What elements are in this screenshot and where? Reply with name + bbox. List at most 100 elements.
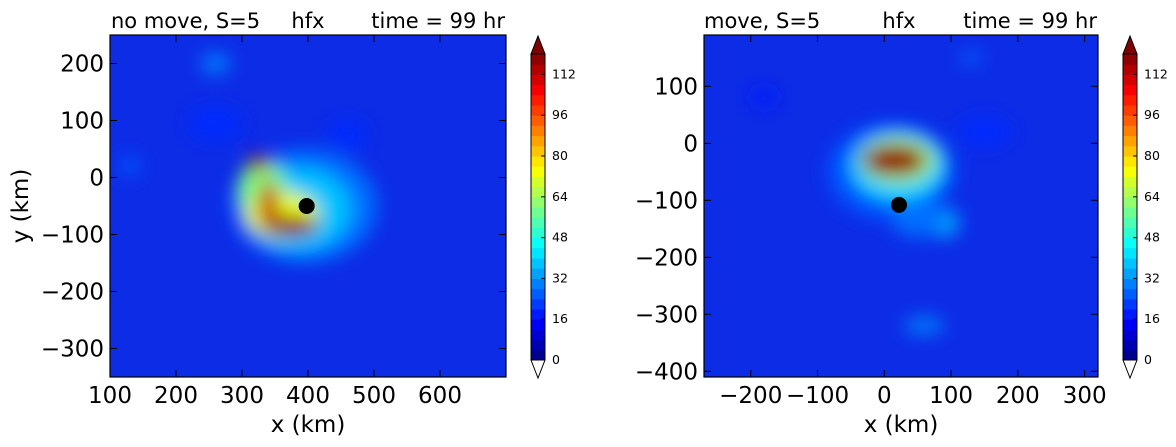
colorbar-tick-label: 0	[1144, 352, 1152, 367]
colorbar-segment	[531, 156, 545, 167]
colorbar-segment	[1123, 207, 1137, 218]
y-tick-label: −100	[635, 188, 698, 214]
y-tick-label: 0	[89, 166, 104, 192]
colorbar-segment	[1123, 115, 1137, 126]
colorbar-segment	[531, 196, 545, 208]
colorbar-segment	[1123, 349, 1137, 361]
colorbar-segment	[531, 288, 545, 300]
title-left-0: no move, S=5	[111, 9, 260, 33]
y-tick-label: 100	[654, 74, 698, 100]
colorbar-segment	[1123, 247, 1137, 259]
colorbar-tick-label: 48	[1144, 230, 1160, 245]
panel-left: no move, S=5 hfx time = 99 hr 100 200 300 4…	[8, 9, 576, 438]
colorbar-tick-label: 64	[1144, 189, 1160, 204]
colorbar-tick-label: 96	[1144, 107, 1160, 122]
colorbar-tick-label: 80	[1144, 148, 1160, 163]
colorbar-segment	[1123, 145, 1137, 157]
colorbar-segment	[1123, 94, 1137, 106]
colorbar-segment	[531, 176, 545, 188]
x-tick-label: 300	[1063, 383, 1107, 409]
colorbar-segment	[1123, 319, 1137, 330]
colorbar-segment	[1123, 339, 1137, 351]
colorbar-tick-label: 112	[1144, 66, 1168, 81]
colorbar-segment	[1123, 156, 1137, 167]
hfx-feature-8	[119, 155, 140, 177]
x-axis-label-0: x (km)	[271, 412, 346, 438]
colorbar-segment	[531, 54, 545, 65]
title-center-0: hfx	[291, 9, 324, 33]
y-tick-label: −200	[635, 245, 698, 271]
y-tick-label: 100	[60, 109, 104, 135]
colorbar-segment	[531, 319, 545, 330]
colorbar-extend-max	[1122, 34, 1138, 55]
colorbar-segment	[531, 74, 545, 86]
x-ticks-0: 100 200 300 400 500 600	[88, 35, 462, 409]
colorbar-segment	[531, 247, 545, 259]
x-tick-label: 600	[418, 383, 462, 409]
colorbar-segment	[531, 237, 545, 249]
colorbar-segment	[531, 125, 545, 137]
colorbar-segment	[1123, 105, 1137, 116]
x-axis-label-1: x (km)	[864, 412, 939, 438]
colorbar-tick-label: 64	[552, 189, 568, 204]
colorbar-segment	[531, 94, 545, 106]
colorbar-segment	[531, 64, 545, 75]
colorbar-segment	[1123, 227, 1137, 239]
y-tick-label: 0	[683, 131, 698, 157]
colorbar-segment	[1123, 298, 1137, 310]
x-tick-label: −200	[719, 383, 782, 409]
colorbar-segment	[1123, 196, 1137, 208]
colorbar-segment	[1123, 217, 1137, 228]
field-layer-1	[750, 52, 1012, 335]
colorbar-segment	[531, 268, 545, 279]
panel-right: move, S=5 hfx time = 99 hr −200 −100 0 100 2…	[635, 9, 1168, 438]
y-tick-label: −300	[41, 337, 104, 363]
colorbar-extend-max	[530, 34, 546, 55]
x-tick-label: 200	[996, 383, 1040, 409]
colorbar-segment	[531, 105, 545, 116]
colorbar-tick-label: 0	[552, 352, 560, 367]
title-right-0: time = 99 hr	[371, 9, 505, 33]
colorbar-frame	[1122, 53, 1138, 361]
x-tick-label: 0	[877, 383, 892, 409]
y-axis-label-0: y (km)	[8, 169, 34, 244]
y-tick-label: −300	[635, 302, 698, 328]
hfx-feature-6	[904, 317, 945, 335]
colorbar-tick-label: 32	[552, 270, 568, 285]
x-tick-label: 300	[220, 383, 264, 409]
colorbar-tick-label: 80	[552, 148, 568, 163]
colorbar-extend-min	[530, 359, 546, 380]
title-center-1: hfx	[882, 9, 915, 33]
colorbar-tick-label: 16	[552, 311, 568, 326]
colorbar-segment	[531, 309, 545, 320]
colorbar-segment	[531, 84, 545, 96]
y-tick-label: −400	[635, 359, 698, 385]
title-right-1: time = 99 hr	[963, 9, 1097, 33]
colorbar-segment	[531, 227, 545, 239]
colorbar-1: 0 16 32 48 64 80 96 112	[1122, 34, 1168, 380]
colorbar-tick-label: 16	[1144, 311, 1160, 326]
y-tick-label: −200	[41, 280, 104, 306]
colorbar-extend-min	[1122, 359, 1138, 380]
colorbar-segment	[1123, 309, 1137, 320]
colorbar-segment	[1123, 186, 1137, 198]
colorbar-segment	[531, 166, 545, 177]
y-tick-label: 200	[60, 52, 104, 78]
colorbar-segment	[531, 298, 545, 310]
colorbar-segment	[531, 258, 545, 269]
colorbar-0: 0 16 32 48 64 80 96 112	[530, 34, 576, 380]
colorbar-segment	[1123, 166, 1137, 177]
colorbar-segment	[1123, 64, 1137, 75]
hfx-feature-8	[750, 89, 778, 107]
hfx-feature-7	[201, 53, 231, 74]
hfx-feature-6	[265, 215, 318, 237]
colorbar-segment	[531, 207, 545, 218]
colorbar-segment	[1123, 268, 1137, 279]
hfx-feature-3	[862, 144, 927, 177]
colorbar-segment	[1123, 54, 1137, 65]
colorbar-segment	[1123, 258, 1137, 269]
x-tick-label: 100	[929, 383, 973, 409]
colorbar-segment	[531, 329, 545, 341]
colorbar-segment	[531, 135, 545, 147]
